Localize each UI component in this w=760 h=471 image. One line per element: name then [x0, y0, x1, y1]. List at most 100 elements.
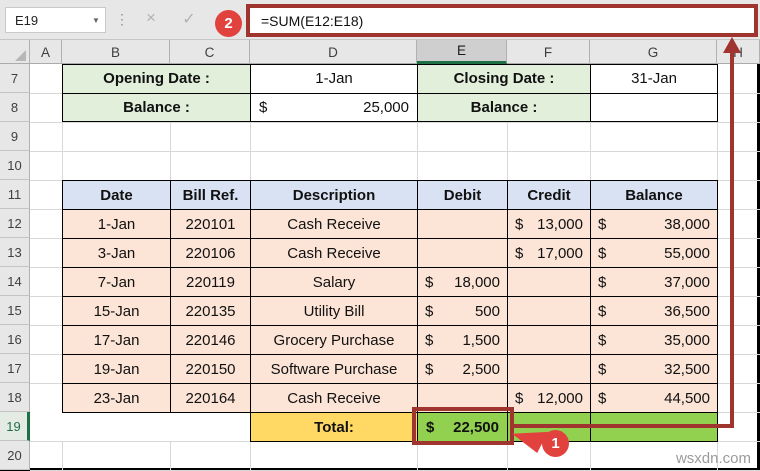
cell-B8-opening-balance-label[interactable]: Balance : [63, 93, 251, 122]
cell-F16-credit[interactable] [508, 326, 591, 355]
formula-text: =SUM(E12:E18) [261, 12, 364, 29]
currency-symbol: $ [598, 302, 607, 320]
select-all-corner[interactable] [0, 40, 30, 64]
formula-bar-drag-dots-icon: ⋮ [115, 11, 129, 27]
cell-B11-header[interactable]: Date [63, 181, 171, 210]
cell-D8-opening-balance[interactable]: $ 25,000 [251, 93, 418, 122]
cell-E7-closing-date-label[interactable]: Closing Date : [418, 65, 591, 94]
cell-B12-date[interactable]: 1-Jan [63, 210, 171, 239]
cell-E17-debit[interactable]: $2,500 [418, 355, 508, 384]
column-header-A[interactable]: A [30, 40, 62, 64]
cell-D11-header[interactable]: Description [251, 181, 418, 210]
cell-F12-credit[interactable]: $13,000 [508, 210, 591, 239]
cell-B17-date[interactable]: 19-Jan [63, 355, 171, 384]
cell-F18-credit[interactable]: $12,000 [508, 384, 591, 413]
cell-B13-date[interactable]: 3-Jan [63, 239, 171, 268]
currency-symbol: $ [425, 360, 434, 378]
cell-B16-date[interactable]: 17-Jan [63, 326, 171, 355]
row-header-9[interactable]: 9 [0, 122, 30, 151]
row-header-18[interactable]: 18 [0, 383, 30, 412]
cell-C12-bill-ref[interactable]: 220101 [171, 210, 251, 239]
amount-value: 37,000 [664, 273, 710, 291]
cell-G7-closing-date[interactable]: 31-Jan [591, 65, 718, 94]
name-box-value: E19 [15, 12, 39, 28]
currency-symbol: $ [259, 98, 268, 116]
row-header-7[interactable]: 7 [0, 64, 30, 93]
column-header-E[interactable]: E [417, 40, 507, 64]
currency-symbol: $ [515, 389, 524, 407]
annotation-box-cell-e19 [412, 407, 514, 445]
cell-G14-balance[interactable]: $37,000 [591, 268, 718, 297]
cell-E11-header[interactable]: Debit [418, 181, 508, 210]
cell-G15-balance[interactable]: $36,500 [591, 297, 718, 326]
row-header-15[interactable]: 15 [0, 296, 30, 325]
cell-C16-bill-ref[interactable]: 220146 [171, 326, 251, 355]
cell-F11-header[interactable]: Credit [508, 181, 591, 210]
blank-cells-row19[interactable] [31, 412, 250, 441]
formula-input[interactable]: =SUM(E12:E18) [246, 4, 758, 37]
cell-D17-description[interactable]: Software Purchase [251, 355, 418, 384]
cell-G12-balance[interactable]: $38,000 [591, 210, 718, 239]
cell-C17-bill-ref[interactable]: 220150 [171, 355, 251, 384]
cell-C14-bill-ref[interactable]: 220119 [171, 268, 251, 297]
cell-F17-credit[interactable] [508, 355, 591, 384]
cell-C11-header[interactable]: Bill Ref. [171, 181, 251, 210]
cell-F15-credit[interactable] [508, 297, 591, 326]
cell-D13-description[interactable]: Cash Receive [251, 239, 418, 268]
enter-icon[interactable]: ✓ [182, 11, 196, 28]
cell-E8-closing-balance-label[interactable]: Balance : [418, 93, 591, 122]
cell-G17-balance[interactable]: $32,500 [591, 355, 718, 384]
cell-E15-debit[interactable]: $500 [418, 297, 508, 326]
row-header-17[interactable]: 17 [0, 354, 30, 383]
cancel-icon[interactable]: × [146, 8, 156, 27]
cell-E13-debit[interactable] [418, 239, 508, 268]
column-header-G[interactable]: G [590, 40, 717, 64]
row-header-11[interactable]: 11 [0, 180, 30, 209]
name-box[interactable]: E19 ▼ [5, 7, 106, 33]
currency-symbol: $ [598, 331, 607, 349]
cell-G16-balance[interactable]: $35,000 [591, 326, 718, 355]
cell-B15-date[interactable]: 15-Jan [63, 297, 171, 326]
cell-G13-balance[interactable]: $55,000 [591, 239, 718, 268]
row-header-12[interactable]: 12 [0, 209, 30, 238]
cell-C15-bill-ref[interactable]: 220135 [171, 297, 251, 326]
cell-D16-description[interactable]: Grocery Purchase [251, 326, 418, 355]
row-header-16[interactable]: 16 [0, 325, 30, 354]
cell-D15-description[interactable]: Utility Bill [251, 297, 418, 326]
row-header-20[interactable]: 20 [0, 441, 30, 470]
cell-G11-header[interactable]: Balance [591, 181, 718, 210]
column-header-F[interactable]: F [507, 40, 590, 64]
cell-E12-debit[interactable] [418, 210, 508, 239]
cell-F14-credit[interactable] [508, 268, 591, 297]
opening-balance-value: 25,000 [363, 98, 409, 116]
cell-E14-debit[interactable]: $18,000 [418, 268, 508, 297]
row-header-8[interactable]: 8 [0, 93, 30, 122]
column-header-D[interactable]: D [250, 40, 417, 64]
amount-value: 18,000 [454, 273, 500, 291]
column-header-C[interactable]: C [170, 40, 250, 64]
cell-D19-total-label[interactable]: Total: [251, 413, 418, 442]
cell-G18-balance[interactable]: $44,500 [591, 384, 718, 413]
cell-C13-bill-ref[interactable]: 220106 [171, 239, 251, 268]
cell-D14-description[interactable]: Salary [251, 268, 418, 297]
cell-D18-description[interactable]: Cash Receive [251, 384, 418, 413]
cell-D12-description[interactable]: Cash Receive [251, 210, 418, 239]
cell-C18-bill-ref[interactable]: 220164 [171, 384, 251, 413]
cell-B7-opening-date-label[interactable]: Opening Date : [63, 65, 251, 94]
cell-F13-credit[interactable]: $17,000 [508, 239, 591, 268]
row-header-10[interactable]: 10 [0, 151, 30, 180]
row-header-14[interactable]: 14 [0, 267, 30, 296]
row-header-13[interactable]: 13 [0, 238, 30, 267]
name-box-dropdown-icon[interactable]: ▼ [92, 15, 100, 25]
cell-B14-date[interactable]: 7-Jan [63, 268, 171, 297]
cell-G8-closing-balance[interactable] [591, 93, 718, 122]
column-header-B[interactable]: B [62, 40, 170, 64]
cell-E16-debit[interactable]: $1,500 [418, 326, 508, 355]
amount-value: 38,000 [664, 215, 710, 233]
cell-D7-opening-date[interactable]: 1-Jan [251, 65, 418, 94]
cell-B18-date[interactable]: 23-Jan [63, 384, 171, 413]
amount-value: 2,500 [462, 360, 500, 378]
row-header-19[interactable]: 19 [0, 412, 30, 441]
